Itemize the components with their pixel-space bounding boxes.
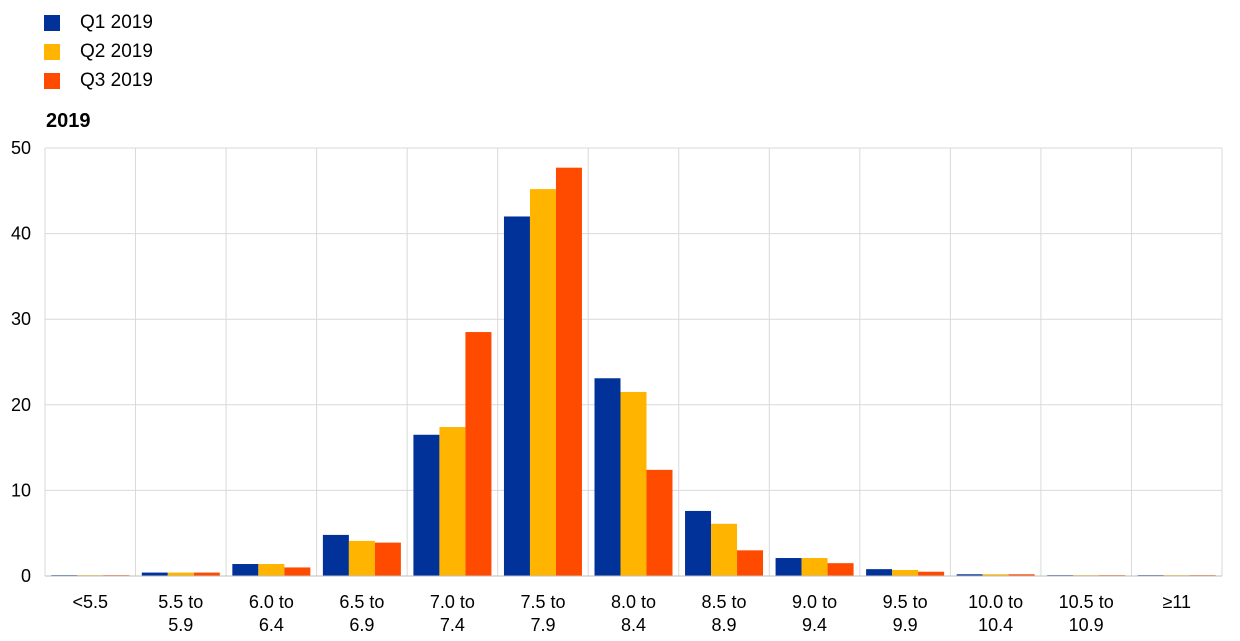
bar [620, 391, 647, 576]
bar [711, 523, 738, 576]
bar [232, 564, 259, 576]
chart-title: 2019 [46, 110, 91, 132]
legend-swatch-q2 [44, 43, 60, 60]
bar [892, 570, 919, 576]
bar [193, 572, 220, 576]
bar [258, 564, 285, 576]
bar [646, 469, 673, 576]
x-tick-label: ≥11 [1162, 592, 1191, 612]
bar [374, 542, 401, 576]
y-tick-label: 10 [11, 480, 31, 500]
x-tick-label: <5.5 [72, 592, 108, 612]
bar [439, 427, 466, 576]
legend-swatch-q1 [44, 14, 60, 31]
x-tick-label: 10.5 to 10.9 [1059, 592, 1114, 635]
bar [775, 558, 802, 576]
x-tick-label: 7.0 to 7.4 [430, 592, 475, 635]
bar [1008, 574, 1035, 576]
bar [866, 569, 893, 576]
y-tick-label: 40 [11, 224, 31, 244]
bar [594, 378, 621, 576]
bar [167, 572, 194, 576]
x-tick-label: 6.5 to 6.9 [339, 592, 384, 635]
x-tick-label: 10.0 to 10.4 [968, 592, 1023, 635]
bar [737, 550, 764, 576]
y-tick-label: 20 [11, 395, 31, 415]
bar [918, 571, 945, 576]
x-tick-label: 5.5 to 5.9 [158, 592, 203, 635]
bar [555, 167, 582, 577]
bar [503, 216, 530, 577]
legend-label-q1: Q1 2019 [80, 11, 153, 33]
bar [956, 574, 983, 576]
bar [529, 189, 556, 576]
bar [465, 332, 492, 576]
bar [827, 563, 854, 576]
y-tick-label: 50 [11, 138, 31, 158]
bar [348, 540, 375, 576]
legend-item-q3: Q3 2019 [44, 66, 153, 95]
y-tick-label: 30 [11, 309, 31, 329]
legend-item-q2: Q2 2019 [44, 37, 153, 66]
x-tick-label: 9.0 to 9.4 [792, 592, 837, 635]
x-tick-label: 9.5 to 9.9 [883, 592, 928, 635]
bar [284, 567, 311, 576]
bar [685, 510, 712, 576]
bar [413, 434, 440, 576]
legend-item-q1: Q1 2019 [44, 8, 153, 37]
bar [141, 572, 168, 576]
bar [322, 534, 349, 576]
y-tick-label: 0 [21, 566, 31, 586]
x-tick-label: 8.5 to 8.9 [702, 592, 747, 635]
x-tick-label: 8.0 to 8.4 [611, 592, 656, 635]
x-tick-label: 7.5 to 7.9 [520, 592, 565, 635]
legend-swatch-q3 [44, 72, 60, 89]
chart-legend: Q1 2019 Q2 2019 Q3 2019 [44, 8, 153, 95]
x-tick-label: 6.0 to 6.4 [249, 592, 294, 635]
bar [982, 574, 1009, 576]
legend-label-q3: Q3 2019 [80, 69, 153, 91]
bar [801, 558, 828, 576]
legend-label-q2: Q2 2019 [80, 40, 153, 62]
